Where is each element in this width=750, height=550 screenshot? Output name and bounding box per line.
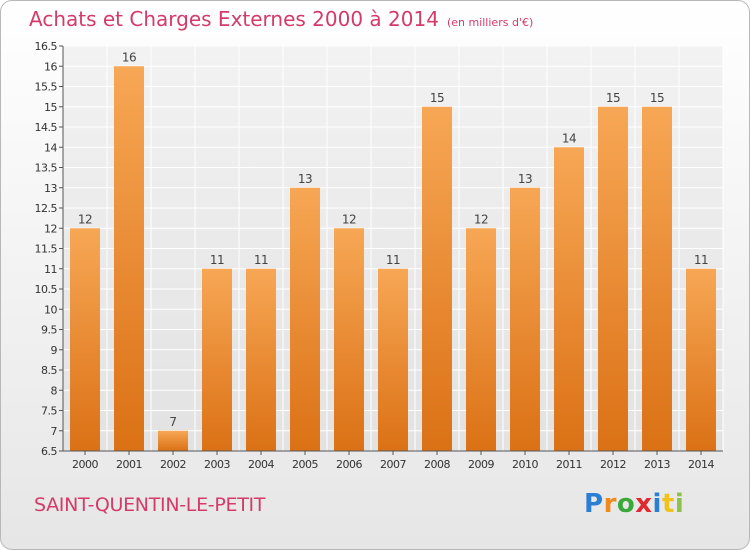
value-label: 11	[386, 253, 400, 267]
x-tick-label: 2005	[292, 458, 318, 471]
x-tick-label: 2010	[512, 458, 538, 471]
x-tick-label: 2007	[380, 458, 406, 471]
value-label: 11	[210, 253, 224, 267]
y-tick-label: 12	[44, 222, 57, 235]
y-tick-label: 11	[44, 263, 57, 276]
value-label: 14	[562, 131, 576, 145]
x-tick-label: 2001	[116, 458, 142, 471]
y-tick-label: 12.5	[35, 202, 58, 215]
value-label: 7	[169, 415, 176, 429]
y-tick-label: 16	[44, 60, 57, 73]
bar	[554, 147, 584, 451]
y-tick-label: 8.5	[41, 364, 57, 377]
bar	[466, 228, 496, 451]
value-label: 12	[78, 212, 92, 226]
value-label: 13	[298, 172, 312, 186]
chart-title-text: Achats et Charges Externes 2000 à 2014	[29, 7, 439, 31]
y-tick-label: 10	[44, 303, 57, 316]
x-tick-label: 2014	[688, 458, 714, 471]
value-label: 16	[122, 50, 136, 64]
y-tick-label: 13	[44, 182, 57, 195]
bar	[686, 268, 716, 451]
x-tick-label: 2006	[336, 458, 362, 471]
value-label: 12	[342, 212, 356, 226]
x-tick-label: 2004	[248, 458, 274, 471]
y-tick-label: 16.5	[35, 40, 58, 53]
bar	[202, 268, 232, 451]
x-tick-label: 2003	[204, 458, 230, 471]
bar	[598, 106, 628, 451]
bar	[510, 187, 540, 451]
y-tick-label: 7.5	[41, 405, 57, 418]
x-tick-label: 2012	[600, 458, 626, 471]
y-tick-label: 10.5	[35, 283, 58, 296]
value-label: 15	[650, 91, 664, 105]
x-tick-label: 2009	[468, 458, 494, 471]
y-tick-label: 11.5	[35, 243, 58, 256]
bar	[422, 106, 452, 451]
y-tick-label: 9	[51, 344, 58, 357]
value-label: 12	[474, 212, 488, 226]
x-tick-label: 2011	[556, 458, 582, 471]
x-tick-label: 2008	[424, 458, 450, 471]
y-tick-label: 14.5	[35, 121, 58, 134]
value-label: 11	[694, 253, 708, 267]
value-labels: 12 16 7 11 11 13 12 11 15 12 13 14 15 15 11	[78, 50, 709, 429]
chart-subtitle: (en milliers d'€)	[446, 16, 534, 29]
x-tick-label: 2000	[72, 458, 98, 471]
y-tick-label: 15	[44, 101, 57, 114]
y-tick-label: 6.5	[41, 445, 57, 458]
value-label: 13	[518, 172, 532, 186]
value-label: 11	[254, 253, 268, 267]
chart-title: Achats et Charges Externes 2000 à 2014 (e…	[29, 7, 533, 31]
y-tick-label: 7	[51, 425, 58, 438]
bar	[158, 430, 188, 451]
y-tick-label: 13.5	[35, 162, 58, 175]
y-tick-label: 9.5	[41, 324, 57, 337]
value-label: 15	[606, 91, 620, 105]
bar	[290, 187, 320, 451]
value-label: 15	[430, 91, 444, 105]
y-tick-label: 15.5	[35, 81, 58, 94]
proxiti-logo: Proxiti	[584, 489, 685, 519]
y-tick-label: 14	[44, 141, 57, 154]
bar	[378, 268, 408, 451]
x-tick-label: 2002	[160, 458, 186, 471]
y-tick-labels: 6.5 7 7.5 8 8.5 9 9.5 10 10.5 11 11.5 12 12.5 13 13.5 1…	[35, 40, 59, 458]
y-tick-label: 8	[51, 384, 58, 397]
bar	[70, 228, 100, 451]
bar	[114, 66, 144, 451]
bar	[334, 228, 364, 451]
bar	[642, 106, 672, 451]
x-tick-labels: 2000 2001 2002 2003 2004 2005 2006 2007 2008 2009…	[72, 451, 715, 471]
bar	[246, 268, 276, 451]
bars	[70, 66, 716, 451]
x-tick-label: 2013	[644, 458, 670, 471]
commune-name: SAINT-QUENTIN-LE-PETIT	[34, 494, 266, 516]
